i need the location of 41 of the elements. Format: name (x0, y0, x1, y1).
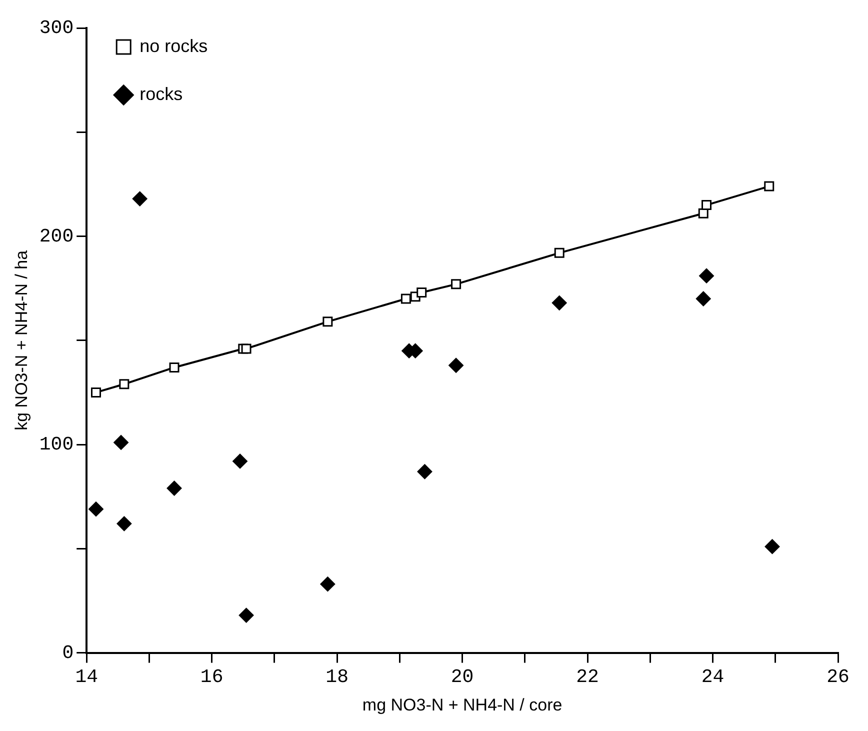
point (400, 294, 411, 304)
y-tick-label: 100 (39, 434, 74, 456)
y-tick-label: 0 (62, 642, 74, 664)
x-axis-title: mg NO3-N + NH4-N / core (362, 695, 562, 714)
point (169, 362, 180, 372)
y-tick-label: 200 (39, 225, 74, 248)
point (764, 539, 780, 554)
point (241, 344, 252, 354)
y-tick-label: 300 (39, 17, 74, 40)
point (448, 358, 464, 373)
point (88, 502, 104, 517)
point (320, 576, 336, 592)
legend-label: no rocks (140, 36, 208, 56)
x-tick-label: 16 (200, 666, 224, 688)
point (416, 288, 427, 298)
point (238, 608, 254, 623)
point (232, 454, 248, 469)
legend-label: rocks (140, 84, 183, 104)
point (166, 480, 182, 496)
point (132, 191, 148, 206)
point (698, 208, 708, 218)
point (116, 516, 132, 532)
y-axis-title: kg NO3-N + NH4-N / ha (12, 250, 31, 430)
point (552, 295, 567, 310)
point (91, 387, 101, 398)
point (417, 464, 432, 480)
x-tick-label: 22 (576, 666, 599, 688)
point (764, 181, 774, 192)
x-tick-label: 20 (450, 666, 474, 688)
point (554, 248, 564, 258)
point (322, 316, 333, 327)
point (702, 200, 712, 210)
x-tick-label: 14 (75, 666, 98, 688)
x-tick-label: 26 (826, 666, 850, 688)
point (119, 379, 130, 390)
x-tick-label: 24 (701, 666, 724, 688)
x-tick-label: 18 (326, 666, 348, 688)
point (451, 279, 462, 290)
point (114, 434, 129, 450)
point (699, 268, 714, 284)
point (696, 291, 711, 306)
